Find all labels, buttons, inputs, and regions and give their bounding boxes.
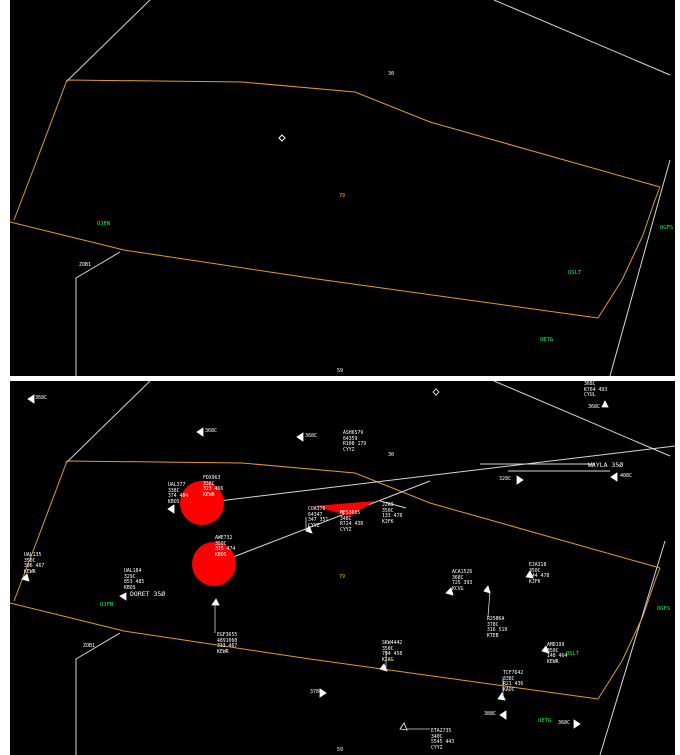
limited-tag[interactable]: 368C [35, 395, 48, 401]
limited-tag[interactable]: 368C [205, 428, 218, 434]
boundary-line [75, 632, 121, 755]
limited-tag[interactable]: 368C [305, 433, 318, 439]
datablock-coa376[interactable]: COA376 64347 347 351 CYYZ [308, 507, 329, 529]
conflict-wedge [314, 501, 375, 516]
datablock-egf3655[interactable]: EGF3655 4891060 333 467 KEWR [217, 633, 238, 655]
sector-map-bottom [10, 381, 675, 755]
boundary-line [493, 0, 671, 76]
datablock-r258ka[interactable]: R258KA 378C 316 519 KTEB [487, 617, 508, 639]
fix-ojfn[interactable]: OJFN [100, 602, 114, 608]
aircraft-target-icon [21, 573, 30, 582]
limited-tag[interactable]: 328C [499, 476, 512, 482]
fix-ojfn[interactable]: OJFN [97, 221, 111, 227]
aircraft-target-icon [601, 400, 609, 408]
aircraft-target-icon [196, 427, 204, 437]
aircraft-target-icon [296, 432, 304, 442]
upper-marker: 30 [388, 452, 395, 458]
datablock-tcf7642[interactable]: TCF7642 338C R21 436 KAOC [503, 671, 524, 693]
radar-scope-bottom[interactable]: 368C 368C 368C 328C 408C 378C 368C 388C … [10, 381, 675, 755]
route-line [379, 500, 407, 509]
datablock-corner[interactable]: 368C K764 493 CYUL [584, 382, 608, 398]
route-line [214, 480, 431, 565]
aircraft-target-icon [445, 587, 454, 596]
center-number: 79 [339, 574, 346, 580]
fix-oslt[interactable]: OSLT [568, 270, 582, 276]
datablock-eta2735[interactable]: ETA2735 340C 5545 443 CYYZ [431, 729, 455, 751]
datablock-jza9[interactable]: JZA9 350C 133 478 KJFK [382, 503, 403, 525]
aircraft-target-icon [525, 570, 534, 579]
boundary-line [65, 0, 151, 83]
route-line [201, 445, 675, 504]
aircraft-target-icon [211, 598, 220, 606]
fix-ogfs[interactable]: OGFS [660, 225, 674, 231]
aircraft-target-icon [516, 475, 524, 485]
diamond-icon [432, 388, 440, 396]
boundary-line [65, 381, 151, 464]
wayla-label: WAYLA 35Ø [588, 461, 624, 469]
conflict-circle [180, 481, 224, 525]
doret-label: DORET 35Ø [130, 590, 166, 598]
aircraft-target-icon [305, 525, 313, 534]
fix-oslt[interactable]: OSLT [566, 651, 580, 657]
limited-tag[interactable]: 378C [310, 689, 323, 695]
sector-boundary [597, 186, 661, 319]
aircraft-target-icon [483, 585, 491, 594]
sector-boundary [597, 567, 661, 700]
datablock-ual135[interactable]: UAL135 350C 396 467 KEWR [24, 553, 45, 575]
aircraft-target-icon [499, 710, 507, 720]
aircraft-target-icon [610, 472, 618, 482]
limited-tag[interactable]: 368C [588, 404, 601, 410]
bottom-number: 59 [337, 747, 344, 753]
datablock-ash6579[interactable]: ASH6579 64359 R108 179 CYYZ [343, 431, 367, 453]
datablock-aca1526[interactable]: ACA1526 368C 725 393 KCVG [452, 570, 473, 592]
limited-tag[interactable]: 368C [558, 720, 571, 726]
boundary-line [75, 251, 121, 376]
leader-line [487, 590, 491, 618]
aircraft-target-icon [573, 719, 581, 729]
aircraft-target-icon [399, 722, 408, 731]
center-number: 79 [339, 193, 346, 199]
aircraft-target-icon [497, 692, 506, 701]
boundary-line [493, 381, 671, 457]
aircraft-target-icon [119, 592, 127, 601]
boundary-line [609, 159, 671, 376]
datablock-amd199[interactable]: AMD199 350C 148 464 KEWR [547, 643, 568, 665]
diamond-icon [278, 134, 286, 142]
datablock-mes3605[interactable]: MES3605 348C R724 438 CYYZ [340, 511, 364, 533]
datablock-skw4442[interactable]: SKW4442 350C 794 458 KIAG [382, 641, 403, 663]
aircraft-target-icon [27, 394, 35, 404]
aircraft-target-icon [167, 504, 175, 514]
aircraft-target-icon [541, 645, 550, 654]
boundary-label: ZOB1 [83, 643, 96, 649]
fix-oetg[interactable]: OETG [538, 718, 552, 724]
limited-tag[interactable]: 388C [484, 711, 497, 717]
sector-boundary [13, 460, 661, 602]
fix-ogfs[interactable]: OGFS [657, 606, 671, 612]
datablock-ual377[interactable]: UAL377 338C 374 484 KBOS [168, 483, 189, 505]
aircraft-target-icon [379, 663, 388, 672]
limited-tag[interactable]: 408C [620, 473, 633, 479]
sector-map-top [10, 0, 671, 376]
aircraft-target-icon [319, 688, 327, 698]
sector-boundary [13, 79, 661, 221]
boundary-label: ZOB1 [79, 262, 92, 268]
radar-scope-top[interactable]: 30 79 59 ZOB1 OJFN OSLT OETG OGFS [10, 0, 675, 376]
datablock-fdx963[interactable]: FDX963 338C 323 466 KEWR [203, 476, 224, 498]
bottom-number: 59 [337, 368, 344, 374]
conflict-circle [192, 542, 236, 586]
datablock-eja318[interactable]: EJA318 350C 344 478 KJFK [529, 563, 550, 585]
upper-marker: 30 [388, 71, 395, 77]
boundary-line [599, 540, 666, 755]
sector-boundary [10, 221, 599, 319]
datablock-ual184[interactable]: UAL184 329C 853 485 KBOS [124, 569, 145, 591]
fix-oetg[interactable]: OETG [540, 337, 554, 343]
datablock-awe732[interactable]: AWE732 350C 325 474 KBOS [215, 536, 236, 558]
sector-boundary [10, 602, 599, 700]
